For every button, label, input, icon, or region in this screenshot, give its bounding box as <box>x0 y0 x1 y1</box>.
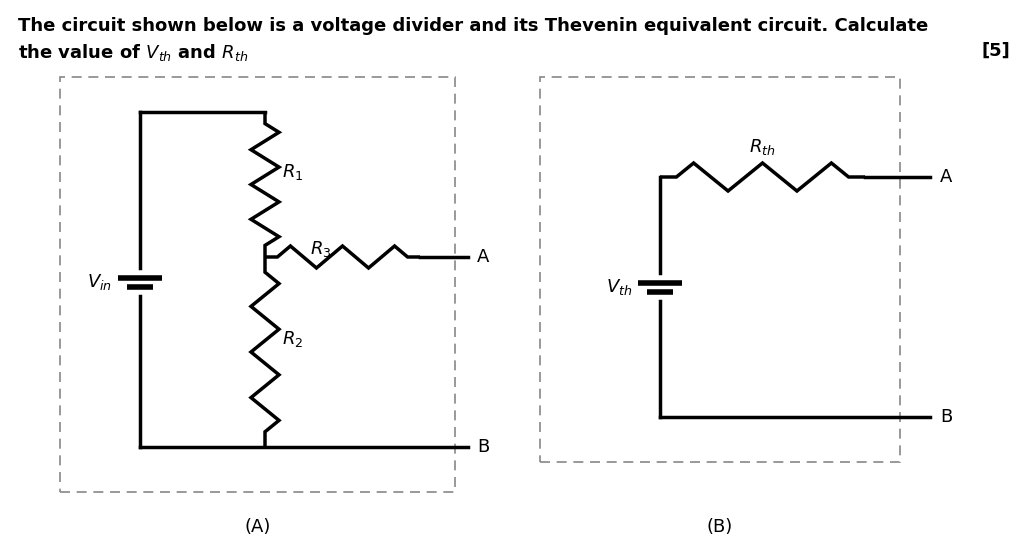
Text: $V_{th}$: $V_{th}$ <box>605 277 632 297</box>
Bar <box>540 77 900 462</box>
Text: $R_2$: $R_2$ <box>282 329 303 349</box>
Text: A: A <box>940 168 952 186</box>
Text: (B): (B) <box>707 518 733 536</box>
Text: the value of $V_{th}$ and $R_{th}$: the value of $V_{th}$ and $R_{th}$ <box>18 42 249 63</box>
Text: B: B <box>940 408 952 426</box>
Text: [5]: [5] <box>981 42 1010 60</box>
Text: B: B <box>477 438 489 456</box>
Text: The circuit shown below is a voltage divider and its Thevenin equivalent circuit: The circuit shown below is a voltage div… <box>18 17 928 35</box>
Text: $R_1$: $R_1$ <box>282 162 303 182</box>
Text: $V_{in}$: $V_{in}$ <box>87 272 112 292</box>
Text: $R_3$: $R_3$ <box>310 239 332 259</box>
Text: $R_{th}$: $R_{th}$ <box>750 137 776 157</box>
Bar <box>60 77 455 492</box>
Text: (A): (A) <box>245 518 270 536</box>
Text: A: A <box>477 248 489 266</box>
